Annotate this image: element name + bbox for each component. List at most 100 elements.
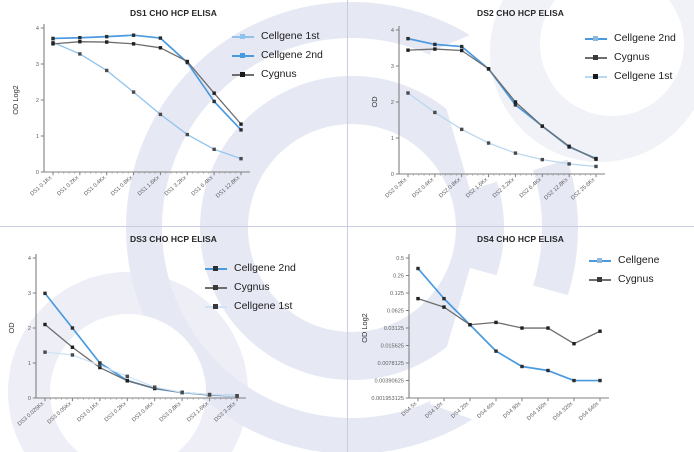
svg-text:4: 4 [391,28,394,34]
legend-item[interactable]: Cellgene 2nd [232,49,323,62]
svg-text:DS3 0.05Kx: DS3 0.05Kx [47,401,73,426]
svg-text:1: 1 [36,134,39,140]
svg-text:0.0625: 0.0625 [387,309,404,315]
legend-item-label: Cygnus [614,51,650,64]
legend-item[interactable]: Cellgene 2nd [205,262,296,275]
chart-legend-ds3: Cellgene 2nd Cygnus Cellgene 1st [205,262,296,319]
svg-text:DS1 1.6Kx: DS1 1.6Kx [137,175,161,197]
legend-item[interactable]: Cellgene 1st [205,300,296,313]
legend-item-label: Cellgene [618,254,660,267]
svg-text:DS4 320x: DS4 320x [552,401,574,422]
chart-legend-ds1: Cellgene 1st Cellgene 2nd Cygnus [232,30,323,87]
svg-text:0.125: 0.125 [390,291,404,297]
svg-text:DS3 0.025Kx: DS3 0.025Kx [17,401,46,428]
svg-text:DS1 3.2Kx: DS1 3.2Kx [164,175,188,197]
legend-item-label: Cellgene 1st [234,300,293,313]
svg-text:2: 2 [28,326,31,332]
legend-swatch-icon [205,264,227,274]
svg-text:DS4 160x: DS4 160x [526,401,548,422]
svg-text:DS3 0.8Kx: DS3 0.8Kx [159,401,183,423]
legend-item-label: Cygnus [234,281,270,294]
legend-item-label: Cellgene 2nd [614,32,676,45]
svg-text:3: 3 [391,64,394,70]
svg-text:DS3 0.4Kx: DS3 0.4Kx [131,401,155,423]
legend-swatch-icon [232,51,254,61]
legend-item[interactable]: Cellgene 2nd [585,32,676,45]
svg-text:DS3 0.2Kx: DS3 0.2Kx [104,401,128,423]
svg-text:3: 3 [28,291,31,297]
svg-text:DS2 1.6Kx: DS2 1.6Kx [465,177,489,199]
svg-text:DS1 0.1Kx: DS1 0.1Kx [29,175,53,197]
svg-text:OD: OD [370,96,379,107]
legend-item[interactable]: Cellgene [589,254,659,267]
svg-text:DS4 5x: DS4 5x [401,401,419,418]
svg-text:DS4 10x: DS4 10x [424,401,444,420]
svg-text:DS2 0.4Kx: DS2 0.4Kx [411,177,435,199]
svg-text:OD Log2: OD Log2 [360,313,369,343]
legend-item[interactable]: Cygnus [232,68,323,81]
svg-text:0.00390625: 0.00390625 [374,379,404,385]
svg-text:DS1 6.4Kx: DS1 6.4Kx [191,175,215,197]
chart-panel-ds2: DS2 CHO HCP ELISA 0 1 2 3 4 DS2 0.2Kx DS2 0.4K… [347,0,694,226]
svg-text:0.25: 0.25 [393,274,404,280]
svg-text:DS4 80x: DS4 80x [502,401,522,420]
svg-text:DS2 6.4Kx: DS2 6.4Kx [519,177,543,199]
svg-text:DS1 0.2Kx: DS1 0.2Kx [56,175,80,197]
chart-legend-ds4: Cellgene Cygnus [589,254,659,292]
svg-text:DS2 0.8Kx: DS2 0.8Kx [438,177,462,199]
svg-text:DS4 20x: DS4 20x [450,401,470,420]
svg-text:0.015625: 0.015625 [381,344,404,350]
chart-legend-ds2: Cellgene 2nd Cygnus Cellgene 1st [585,32,676,89]
legend-item-label: Cellgene 1st [614,70,673,83]
svg-text:OD: OD [7,322,16,333]
legend-swatch-icon [585,53,607,63]
svg-text:DS3 0.1Kx: DS3 0.1Kx [76,401,100,423]
legend-item[interactable]: Cygnus [589,273,659,286]
svg-text:DS2 3.2Kx: DS2 3.2Kx [492,177,516,199]
legend-item[interactable]: Cellgene 1st [232,30,323,43]
legend-item-label: Cygnus [261,68,297,81]
chart-panel-ds3: DS3 CHO HCP ELISA 0 1 2 3 4 DS3 0.025Kx DS3 0.… [0,226,347,452]
chart-panel-ds4: DS4 CHO HCP ELISA 0.5 0.25 0.125 0.0625 0.03… [347,226,694,452]
svg-text:1: 1 [391,136,394,142]
svg-text:OD Log2: OD Log2 [11,85,20,115]
svg-text:DS3 1.6Kx: DS3 1.6Kx [186,401,210,423]
svg-text:DS3 3.2Kx: DS3 3.2Kx [213,401,237,423]
legend-swatch-icon [205,302,227,312]
svg-text:DS1 12.8Kx: DS1 12.8Kx [215,175,241,200]
svg-text:0.03125: 0.03125 [384,326,404,332]
svg-text:DS4 40x: DS4 40x [476,401,496,420]
svg-text:0.0078125: 0.0078125 [378,361,404,367]
legend-swatch-icon [232,32,254,42]
legend-swatch-icon [585,72,607,82]
panel-divider-horizontal [0,226,694,227]
legend-item-label: Cellgene 2nd [261,49,323,62]
svg-text:4: 4 [36,26,39,32]
svg-text:DS1 0.4Kx: DS1 0.4Kx [83,175,107,197]
legend-swatch-icon [589,275,611,285]
legend-item[interactable]: Cygnus [585,51,676,64]
svg-text:0: 0 [28,396,31,402]
svg-text:DS2 12.8Kx: DS2 12.8Kx [543,177,569,202]
legend-swatch-icon [589,256,611,266]
svg-text:DS2 0.2Kx: DS2 0.2Kx [384,177,408,199]
svg-text:1: 1 [28,361,31,367]
svg-text:DS1 0.8Kx: DS1 0.8Kx [110,175,134,197]
legend-item-label: Cygnus [618,273,654,286]
svg-text:4: 4 [28,256,31,262]
svg-text:2: 2 [36,98,39,104]
svg-text:DS4 640x: DS4 640x [578,401,600,422]
legend-item[interactable]: Cellgene 1st [585,70,676,83]
svg-text:DS2 25.6Kx: DS2 25.6Kx [570,177,596,202]
svg-text:3: 3 [36,62,39,68]
legend-swatch-icon [232,70,254,80]
chart-panel-ds1: DS1 CHO HCP ELISA 0 1 2 3 4 DS1 0.1Kx DS1 0.2K… [0,0,347,226]
svg-text:0: 0 [36,170,39,176]
legend-item-label: Cellgene 1st [261,30,320,43]
svg-text:0.001953125: 0.001953125 [371,396,404,402]
legend-swatch-icon [205,283,227,293]
legend-item-label: Cellgene 2nd [234,262,296,275]
legend-item[interactable]: Cygnus [205,281,296,294]
legend-swatch-icon [585,34,607,44]
